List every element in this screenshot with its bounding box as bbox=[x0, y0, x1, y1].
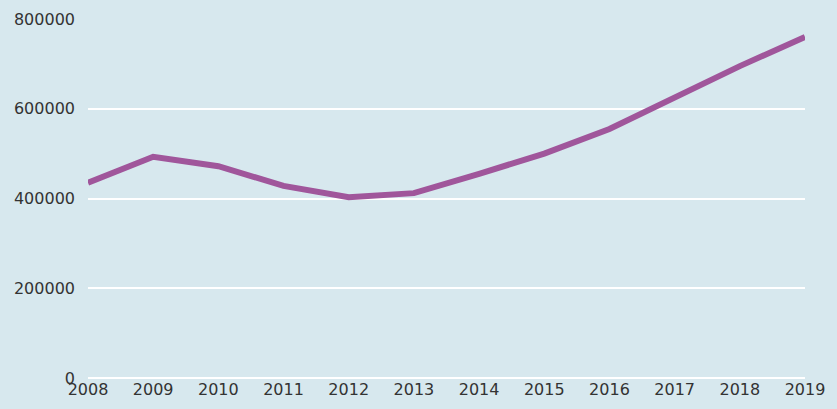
svg-text:2014: 2014 bbox=[459, 380, 500, 399]
svg-text:2018: 2018 bbox=[719, 380, 760, 399]
svg-text:2009: 2009 bbox=[133, 380, 174, 399]
svg-text:0: 0 bbox=[65, 369, 75, 388]
svg-text:2015: 2015 bbox=[524, 380, 565, 399]
svg-text:2013: 2013 bbox=[394, 380, 435, 399]
svg-text:200000: 200000 bbox=[14, 279, 75, 298]
svg-text:2017: 2017 bbox=[654, 380, 695, 399]
svg-text:2012: 2012 bbox=[328, 380, 369, 399]
svg-text:800000: 800000 bbox=[14, 10, 75, 29]
svg-text:400000: 400000 bbox=[14, 189, 75, 208]
svg-text:2008: 2008 bbox=[68, 380, 109, 399]
svg-text:2010: 2010 bbox=[198, 380, 239, 399]
svg-text:600000: 600000 bbox=[14, 99, 75, 118]
svg-text:2019: 2019 bbox=[785, 380, 826, 399]
svg-text:2016: 2016 bbox=[589, 380, 630, 399]
svg-text:2011: 2011 bbox=[263, 380, 304, 399]
